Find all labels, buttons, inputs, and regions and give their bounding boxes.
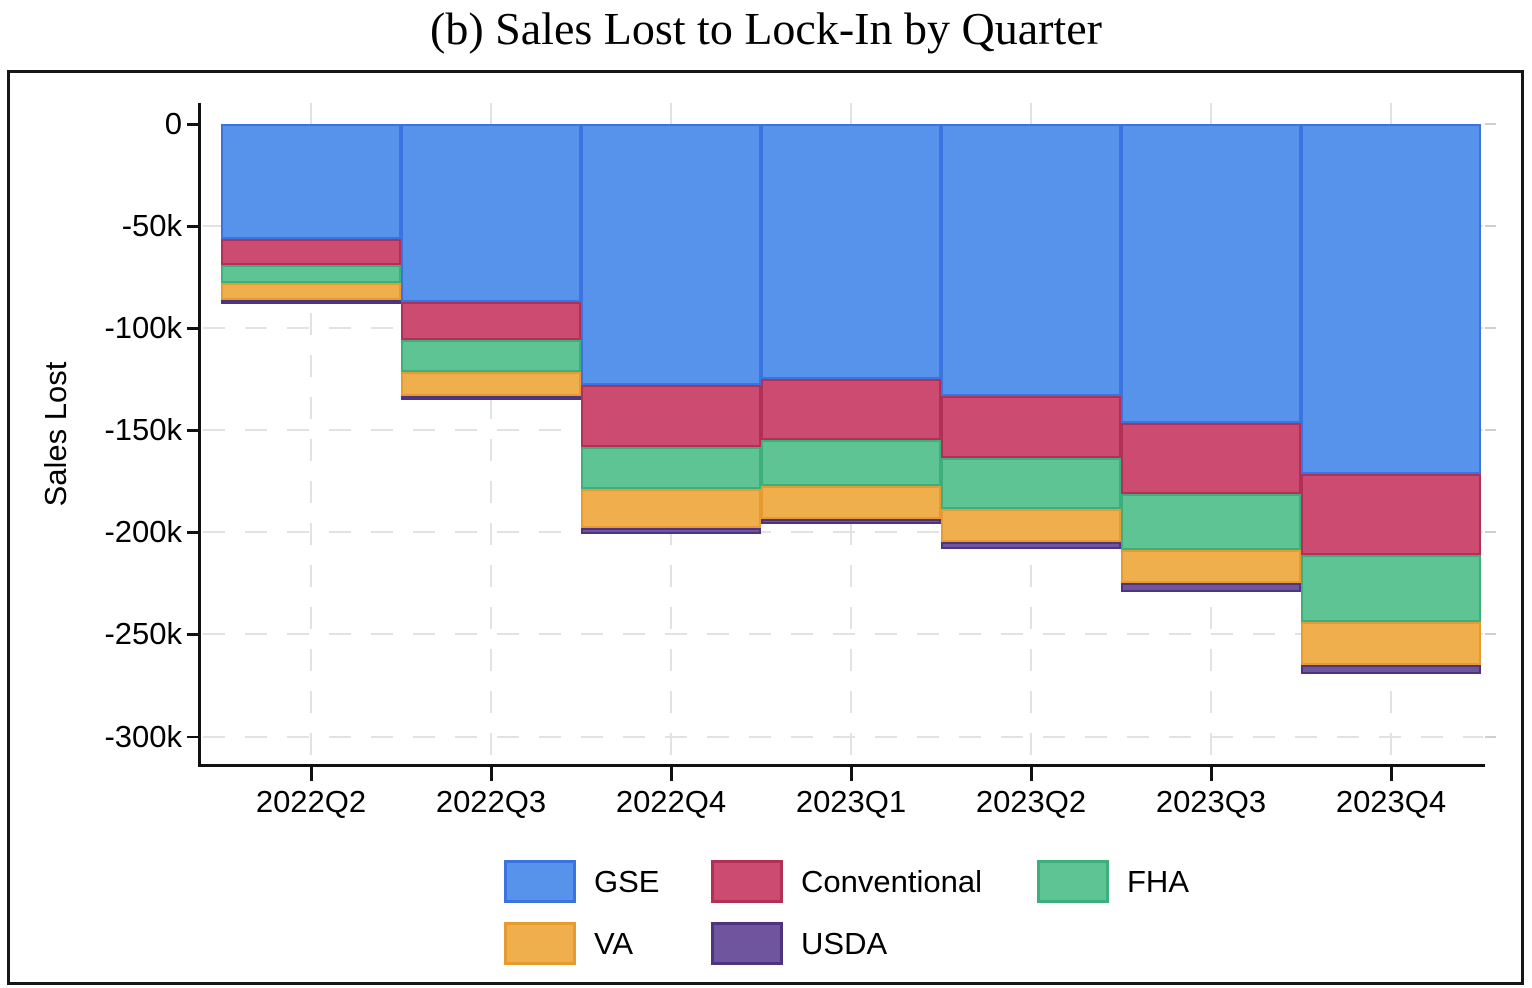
legend-swatch-USDA	[711, 922, 783, 965]
bar-segment-2023Q2-FHA	[941, 457, 1121, 509]
x-tick-2023Q3	[1210, 767, 1213, 781]
bar-segment-2022Q4-VA	[581, 489, 761, 529]
bar-segment-2022Q2-FHA	[221, 264, 401, 284]
y-tick--200k	[187, 531, 200, 534]
bar-segment-2022Q4-USDA	[581, 528, 761, 535]
bar-segment-2023Q2-GSE	[941, 124, 1121, 396]
bar-segment-2022Q4-GSE	[581, 124, 761, 386]
legend-swatch-Conventional	[711, 860, 783, 903]
bar-segment-2023Q1-GSE	[761, 124, 941, 380]
bar-segment-2022Q2-Conventional	[221, 239, 401, 265]
legend-label: FHA	[1127, 863, 1189, 899]
bar-segment-2022Q4-Conventional	[581, 385, 761, 447]
bar-segment-2023Q3-FHA	[1121, 493, 1301, 550]
y-tick-right-0	[1485, 123, 1496, 125]
bar-segment-2023Q1-USDA	[761, 519, 941, 525]
x-tick-label: 2023Q1	[795, 784, 907, 819]
y-tick-label: -250k	[104, 616, 182, 652]
bar-segment-2023Q2-VA	[941, 508, 1121, 542]
y-tick-right--300k	[1485, 735, 1496, 738]
bar-segment-2023Q3-VA	[1121, 549, 1301, 584]
y-axis-line	[198, 103, 201, 766]
y-tick--250k	[187, 633, 200, 636]
x-tick-2022Q4	[670, 767, 673, 781]
x-tick-2023Q4	[1390, 767, 1393, 781]
y-tick-right--200k	[1485, 531, 1496, 534]
y-gridline--300k	[203, 735, 1483, 738]
bar-segment-2023Q2-Conventional	[941, 395, 1121, 458]
bar-segment-2022Q3-GSE	[401, 124, 581, 302]
bar-segment-2022Q2-GSE	[221, 124, 401, 240]
bar-segment-2023Q3-GSE	[1121, 124, 1301, 424]
bar-segment-2023Q4-FHA	[1301, 554, 1481, 623]
bar-segment-2022Q3-FHA	[401, 340, 581, 373]
x-tick-2023Q2	[1030, 767, 1033, 781]
y-tick-label: 0	[164, 106, 182, 141]
bar-segment-2023Q1-VA	[761, 486, 941, 520]
bar-segment-2023Q3-USDA	[1121, 583, 1301, 592]
legend-label: USDA	[801, 925, 888, 961]
legend-label: VA	[594, 925, 634, 961]
bar-segment-2023Q2-USDA	[941, 541, 1121, 549]
y-tick--50k	[187, 225, 200, 228]
bar-segment-2023Q4-USDA	[1301, 665, 1481, 675]
y-tick-label: -300k	[104, 718, 182, 754]
x-tick-label: 2023Q4	[1335, 784, 1447, 819]
x-axis-line	[198, 764, 1485, 767]
x-tick-label: 2022Q3	[435, 784, 547, 819]
bar-segment-2022Q3-USDA	[401, 395, 581, 400]
y-tick-right--50k	[1485, 225, 1496, 228]
legend-swatch-GSE	[504, 860, 576, 903]
y-tick-label: -50k	[121, 208, 182, 244]
x-tick-label: 2023Q3	[1155, 784, 1267, 819]
bar-segment-2023Q1-Conventional	[761, 379, 941, 441]
y-tick-right--100k	[1485, 327, 1496, 330]
y-tick-label: -150k	[104, 412, 182, 448]
x-tick-2022Q3	[490, 767, 493, 781]
x-tick-2023Q1	[850, 767, 853, 781]
y-tick-label: -100k	[104, 310, 182, 346]
bar-segment-2023Q4-VA	[1301, 622, 1481, 666]
legend-label: Conventional	[801, 863, 982, 899]
bar-segment-2022Q2-VA	[221, 283, 401, 300]
y-tick-label: -200k	[104, 514, 182, 550]
y-tick--100k	[187, 327, 200, 330]
bar-segment-2022Q2-USDA	[221, 299, 401, 304]
y-tick-right--150k	[1485, 429, 1496, 432]
bar-segment-2023Q1-FHA	[761, 440, 941, 487]
chart-title: (b) Sales Lost to Lock-In by Quarter	[430, 3, 1102, 54]
bar-segment-2022Q3-Conventional	[401, 301, 581, 341]
bar-segment-2023Q3-Conventional	[1121, 423, 1301, 494]
bar-segment-2023Q4-Conventional	[1301, 474, 1481, 555]
x-gridline-2022Q3	[490, 103, 492, 764]
bar-segment-2022Q3-VA	[401, 372, 581, 396]
y-gridline--200k	[203, 531, 1483, 534]
x-tick-label: 2022Q4	[615, 784, 727, 819]
y-tick--300k	[187, 735, 200, 738]
y-tick-right--250k	[1485, 633, 1496, 636]
legend-swatch-FHA	[1037, 860, 1109, 903]
x-tick-label: 2023Q2	[975, 784, 1087, 819]
bar-segment-2023Q4-GSE	[1301, 124, 1481, 475]
y-tick--150k	[187, 429, 200, 432]
x-gridline-2022Q2	[310, 103, 312, 764]
legend-swatch-VA	[504, 922, 576, 965]
legend-label: GSE	[594, 863, 660, 899]
bar-segment-2022Q4-FHA	[581, 446, 761, 490]
x-tick-2022Q2	[310, 767, 313, 781]
y-gridline--250k	[203, 633, 1483, 636]
x-tick-label: 2022Q2	[255, 784, 367, 819]
y-tick-0	[187, 123, 200, 126]
